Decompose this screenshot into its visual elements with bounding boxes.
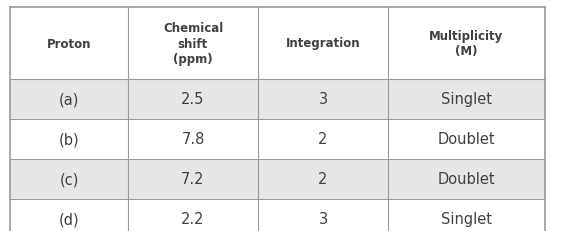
Text: 2.2: 2.2 — [181, 212, 205, 227]
Text: Doublet: Doublet — [438, 172, 496, 187]
Text: 7.2: 7.2 — [181, 172, 205, 187]
Text: (c): (c) — [59, 172, 79, 187]
Bar — [10, 80, 545, 119]
Text: 3: 3 — [319, 92, 328, 107]
Bar — [10, 159, 545, 199]
Text: 3: 3 — [319, 212, 328, 227]
Text: 2: 2 — [318, 132, 328, 147]
Text: Singlet: Singlet — [441, 212, 492, 227]
Text: 2.5: 2.5 — [181, 92, 205, 107]
Text: (d): (d) — [59, 212, 79, 227]
Text: Singlet: Singlet — [441, 92, 492, 107]
Text: (a): (a) — [59, 92, 79, 107]
Text: 7.8: 7.8 — [181, 132, 205, 147]
Text: Integration: Integration — [286, 37, 360, 50]
Text: Multiplicity
(M): Multiplicity (M) — [429, 30, 503, 58]
Text: Chemical
shift
(ppm): Chemical shift (ppm) — [163, 22, 223, 65]
Text: 2: 2 — [318, 172, 328, 187]
Text: (b): (b) — [59, 132, 79, 147]
Text: Proton: Proton — [47, 37, 92, 50]
Text: Doublet: Doublet — [438, 132, 496, 147]
